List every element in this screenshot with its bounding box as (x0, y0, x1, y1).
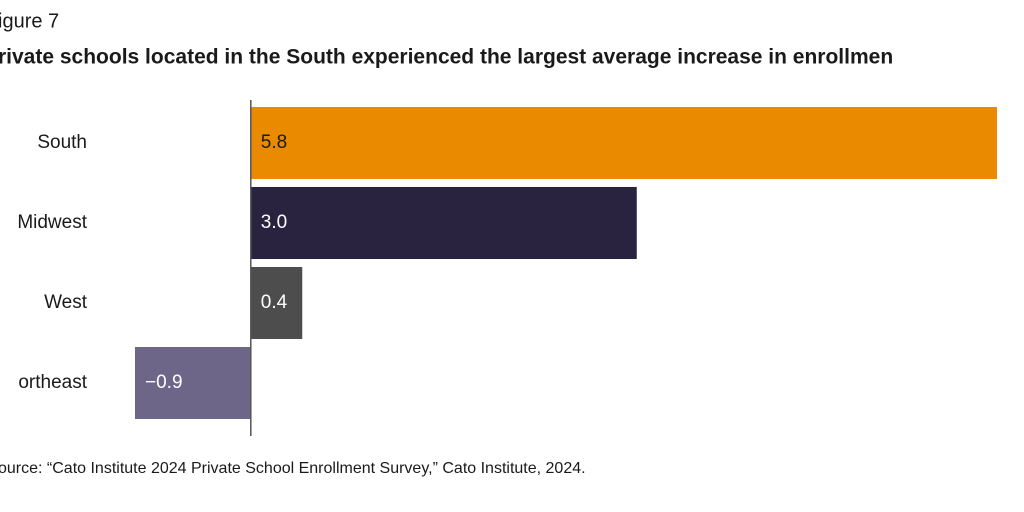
category-label: ortheast (18, 372, 87, 393)
figure-label: igure 7 (0, 10, 59, 32)
category-label: West (44, 292, 88, 313)
source: ource: “Cato Institute 2024 Private Scho… (0, 460, 586, 477)
value-label: 3.0 (261, 212, 287, 233)
bar (250, 107, 998, 179)
chart-title: rivate schools located in the South expe… (0, 46, 893, 69)
category-label: South (37, 132, 87, 153)
bar (135, 347, 251, 419)
category-label: Midwest (17, 212, 87, 233)
bar (250, 187, 637, 259)
value-label: 5.8 (261, 132, 287, 153)
bar (250, 267, 303, 339)
value-label: −0.9 (145, 372, 183, 393)
value-label: 0.4 (261, 292, 288, 313)
